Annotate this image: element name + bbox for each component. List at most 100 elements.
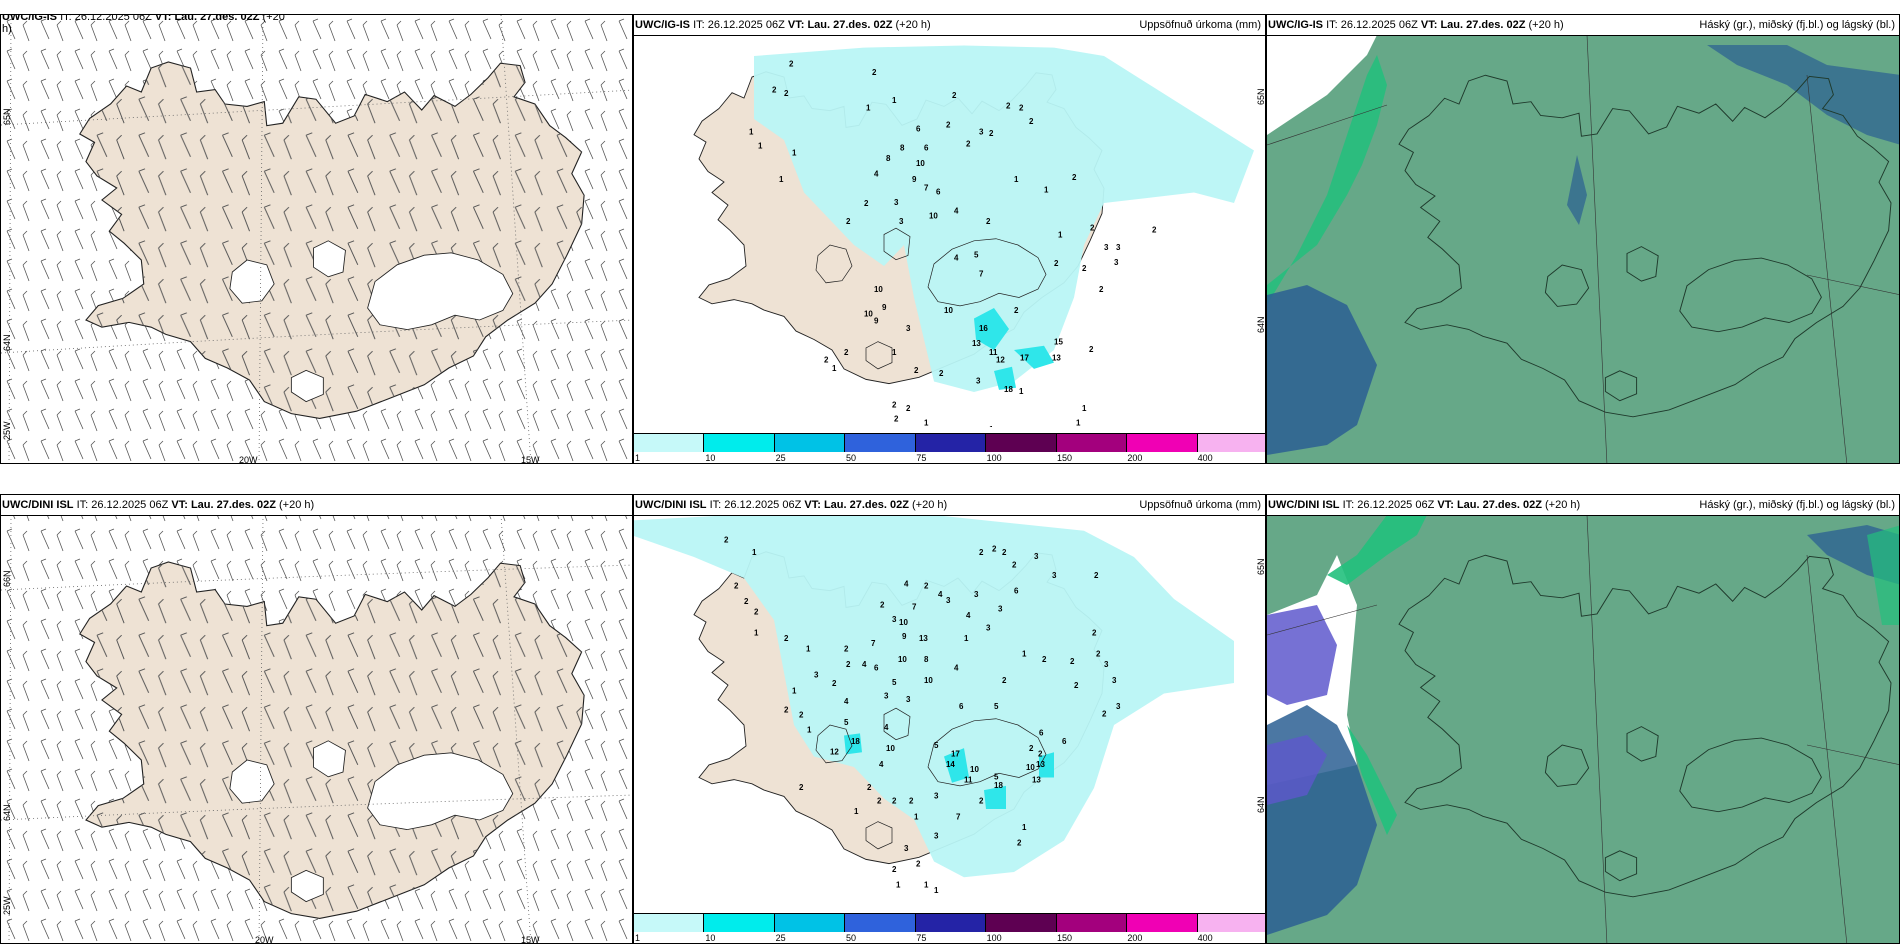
precip-value-label: 1 <box>1082 404 1087 413</box>
lead-time: (+20 <box>262 14 285 23</box>
precip-value-label: 1 <box>754 629 759 638</box>
precip-value-label: 2 <box>1029 744 1034 753</box>
precip-value-label: 2 <box>966 139 971 148</box>
valid-time: Lau. 27.des. 02Z <box>807 19 893 31</box>
lat-label: 25W <box>2 421 12 440</box>
lead-time: (+20 h) <box>1528 19 1564 31</box>
init-time: 26.12.2025 06Z <box>707 19 785 31</box>
colorbar-swatch <box>1197 434 1265 452</box>
precip-value-label: 2 <box>844 348 849 357</box>
precip-value-label: 2 <box>909 797 914 806</box>
precip-map-bottom: UWC/DINI ISL IT: 26.12.2025 06Z VT: Lau.… <box>633 494 1266 944</box>
wind-map-canvas <box>1 15 632 463</box>
precip-value-label: 18 <box>994 781 1003 790</box>
model-name: UWC/DINI ISL <box>2 499 74 511</box>
precip-value-label: 3 <box>1034 552 1039 561</box>
precip-value-label: 2 <box>1090 223 1095 232</box>
precip-value-label: 3 <box>1116 243 1121 252</box>
precip-value-label: 2 <box>1082 264 1087 273</box>
lat-label: 64N <box>2 334 12 351</box>
precip-value-label: 2 <box>784 89 789 98</box>
colorbar-tick-label: 200 <box>1127 933 1143 943</box>
valid-time: Lau. 27.des. 02Z <box>1440 19 1526 31</box>
precip-value-label: 4 <box>879 760 884 769</box>
colorbar-ticks: 1 10 25 50 75 100 150 200 400 <box>634 453 1265 463</box>
precip-value-label: 3 <box>986 623 991 632</box>
precip-value-label: 1 <box>1044 185 1049 194</box>
precip-colorbar <box>634 913 1265 932</box>
colorbar-tick-label: 75 <box>916 453 927 463</box>
cloud-title-top: UWC/IG-IS IT: 26.12.2025 06Z VT: Lau. 27… <box>1268 19 1564 31</box>
precip-value-label: 12 <box>830 747 839 756</box>
lead-time: (+20 h) <box>912 499 948 511</box>
precip-value-label: 2 <box>1152 225 1157 234</box>
colorbar-swatch <box>1127 914 1198 932</box>
precip-value-label: 3 <box>934 791 939 800</box>
valid-time: Lau. 27.des. 02Z <box>823 499 909 511</box>
wind-map-top: UWC/IG-IS IT: 26.12.2025 06Z VT: Lau. 27… <box>0 14 633 464</box>
colorbar-tick-label: 150 <box>1057 453 1073 463</box>
precip-value-label: 2 <box>1099 285 1104 294</box>
cloud-map-canvas <box>1267 34 1899 463</box>
precip-value-label: 10 <box>899 618 908 627</box>
precip-value-label: 2 <box>754 608 759 617</box>
precip-value-label: 10 <box>916 159 925 168</box>
precip-heavy <box>974 308 1054 390</box>
precip-value-label: 2 <box>724 535 729 544</box>
lat-label: 66N <box>2 570 12 587</box>
precip-value-label: 2 <box>1002 548 1007 557</box>
precip-value-label: 1 <box>989 425 994 427</box>
lon-label: 15W <box>521 455 540 464</box>
precip-value-label: 6 <box>924 143 929 152</box>
precip-value-label: 10 <box>886 744 895 753</box>
precip-value-label: 3 <box>1116 702 1121 711</box>
precip-value-label: 2 <box>880 600 885 609</box>
precip-value-label: 2 <box>744 597 749 606</box>
colorbar-swatch <box>845 914 916 932</box>
cloud-map-bottom: UWC/DINI ISL IT: 26.12.2025 06Z VT: Lau.… <box>1266 494 1900 944</box>
precip-heavy <box>844 733 1054 809</box>
precip-value-label: 2 <box>939 369 944 378</box>
precip-value-label: 3 <box>974 590 979 599</box>
precip-value-label: 5 <box>892 678 897 687</box>
precip-value-label: 1 <box>934 886 939 895</box>
colorbar-swatch <box>774 914 846 932</box>
precip-value-label: 2 <box>1017 839 1022 848</box>
precip-value-label: 9 <box>874 317 879 326</box>
lon-label: 20W <box>255 935 274 944</box>
precip-value-label: 18 <box>1004 385 1013 394</box>
precip-value-label: 9 <box>902 632 907 641</box>
precip-value-label: 3 <box>1052 571 1057 580</box>
precip-value-label: 2 <box>844 644 849 653</box>
colorbar-tick-label: 50 <box>846 453 857 463</box>
precip-value-label: 2 <box>1019 103 1024 112</box>
model-name: UWC/IG-IS <box>635 19 690 31</box>
precip-value-label: 8 <box>924 655 929 664</box>
lead-time: (+20 h) <box>895 19 931 31</box>
colorbar-tick-label: 100 <box>986 933 1002 943</box>
precip-area <box>634 515 1234 878</box>
precip-value-label: 1 <box>1019 387 1024 396</box>
precip-value-label: 2 <box>924 581 929 590</box>
colorbar-tick-label: 10 <box>705 933 716 943</box>
precip-value-label: 2 <box>1054 259 1059 268</box>
precip-value-label: 3 <box>979 128 984 137</box>
precip-value-label: 3 <box>998 604 1003 613</box>
precip-value-label: 1 <box>892 96 897 105</box>
precip-value-label: 2 <box>1092 629 1097 638</box>
precip-value-label: 1 <box>854 807 859 816</box>
precip-value-label: 7 <box>912 602 917 611</box>
colorbar-swatch <box>986 434 1057 452</box>
precip-value-label: 2 <box>1074 681 1079 690</box>
precip-value-label: 2 <box>846 660 851 669</box>
precip-value-label: 2 <box>867 783 872 792</box>
model-name: UWC/IG-IS <box>1268 19 1323 31</box>
precip-value-label: 2 <box>824 355 829 364</box>
precip-value-label: 1 <box>832 364 837 373</box>
init-time: 26.12.2025 06Z <box>74 14 152 23</box>
model-name: UWC/IG-IS <box>2 14 57 23</box>
precip-value-label: 3 <box>899 217 904 226</box>
precip-value-label: 7 <box>979 269 984 278</box>
precip-value-label: 15 <box>1054 338 1063 347</box>
precip-value-label: 13 <box>1032 776 1041 785</box>
